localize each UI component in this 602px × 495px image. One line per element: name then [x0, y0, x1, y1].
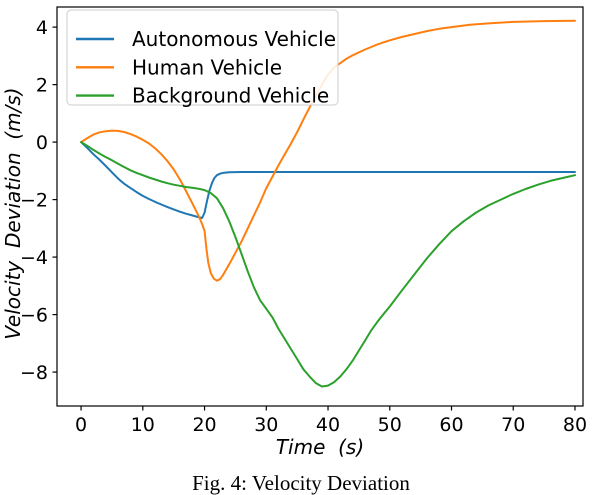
- legend-entry-label-background-vehicle: Background Vehicle: [132, 84, 329, 108]
- x-tick-label: 0: [75, 414, 87, 436]
- y-tick-label: 4: [36, 17, 48, 39]
- x-tick-label: 70: [501, 414, 525, 436]
- y-axis-label: Velocity Deviation (m/s): [1, 87, 25, 340]
- velocity-deviation-chart: 0 10 20 30 40 50 60 70 80 4 2 0 −2 −4 −6 −8 Autonomous V…: [1, 6, 587, 459]
- y-tick-label: 0: [36, 132, 48, 154]
- legend-box: [66, 9, 339, 106]
- x-tick-label: 20: [192, 414, 216, 436]
- x-tick-label: 30: [254, 414, 278, 436]
- y-tick-label: −8: [20, 362, 48, 384]
- series-line-human-vehicle: [80, 19, 576, 282]
- series-line-autonomous-vehicle: [80, 141, 576, 219]
- plot-frame: [56, 6, 584, 407]
- x-tick-label: 50: [378, 414, 402, 436]
- legend-entry-label-autonomous-vehicle: Autonomous Vehicle: [132, 27, 336, 51]
- x-axis-label: Time (s): [275, 435, 365, 459]
- legend-entry-label-human-vehicle: Human Vehicle: [132, 55, 282, 79]
- x-tick-label: 80: [563, 414, 587, 436]
- series-line-background-vehicle: [80, 141, 576, 388]
- x-tick-label: 60: [439, 414, 463, 436]
- y-tick-label: −4: [20, 247, 48, 269]
- y-tick-label: −6: [20, 305, 48, 327]
- figure-caption: Fig. 4: Velocity Deviation: [192, 471, 410, 495]
- x-tick-label: 10: [131, 414, 155, 436]
- y-tick-label: 2: [36, 75, 48, 97]
- x-tick-label: 40: [316, 414, 340, 436]
- y-tick-label: −2: [20, 190, 48, 212]
